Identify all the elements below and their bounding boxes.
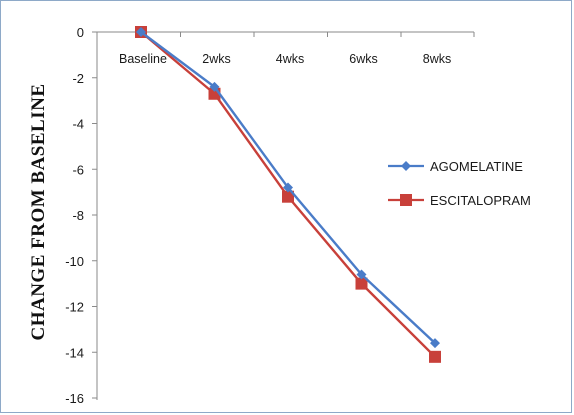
legend-label-agomelatine: AGOMELATINE (430, 159, 523, 174)
y-tick-label: -16 (65, 391, 84, 406)
series-agomelatine (136, 27, 440, 349)
data-point-diamond (283, 182, 293, 193)
series-layer (135, 26, 441, 363)
x-tick-label: 4wks (276, 52, 304, 66)
x-tick-label: Baseline (119, 52, 167, 66)
series-escitalopram (135, 26, 441, 363)
legend-label-escitalopram: ESCITALOPRAM (430, 193, 531, 208)
data-point-square (429, 350, 441, 363)
y-tick-label: -10 (65, 254, 84, 269)
legend-item-agomelatine: AGOMELATINE (388, 159, 523, 174)
y-tick-label: -2 (72, 71, 84, 86)
y-ticks: 0 -2 -4 -6 -8 -10 -12 -14 -16 (65, 25, 97, 406)
data-point-diamond (136, 27, 146, 37)
y-tick-label: -14 (65, 345, 84, 360)
x-ticks: Baseline 2wks 4wks 6wks 8wks (96, 32, 475, 66)
data-point-diamond (430, 338, 440, 349)
axes (96, 31, 474, 400)
x-tick-label: 2wks (202, 52, 230, 66)
y-tick-label: -6 (72, 162, 84, 177)
data-point-square (355, 277, 368, 290)
legend-marker-square (400, 194, 412, 206)
data-point-diamond (356, 269, 367, 280)
legend-item-escitalopram: ESCITALOPRAM (388, 193, 531, 208)
x-tick-label: 8wks (423, 52, 451, 66)
legend: AGOMELATINE ESCITALOPRAM (388, 159, 531, 208)
y-tick-label: -8 (72, 208, 84, 223)
y-tick-label: 0 (77, 25, 84, 40)
x-tick-label: 6wks (349, 52, 377, 66)
legend-marker-diamond (401, 161, 411, 171)
y-tick-label: -4 (72, 117, 84, 132)
data-point-diamond (209, 81, 220, 92)
y-tick-label: -12 (65, 300, 84, 315)
data-point-square (282, 190, 294, 203)
y-axis-title: CHANGE FROM BASELINE (28, 83, 49, 340)
